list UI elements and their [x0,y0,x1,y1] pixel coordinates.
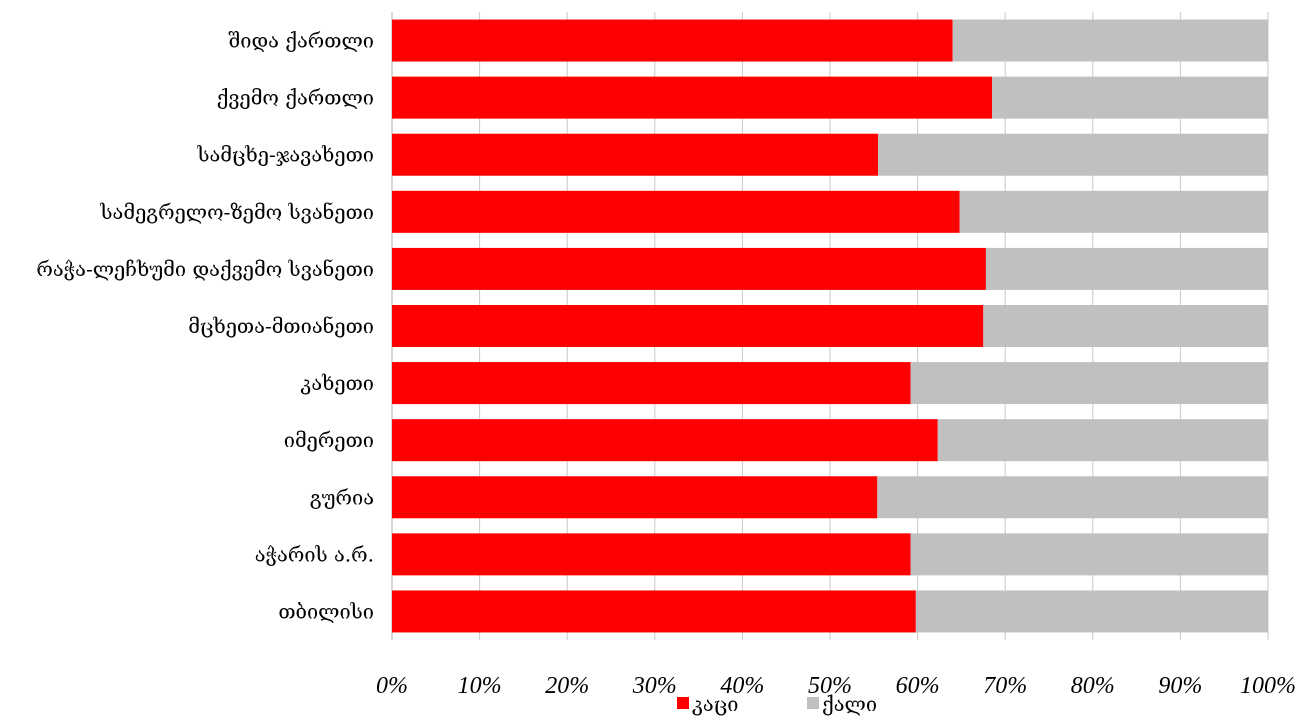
bar-segment [392,247,986,290]
x-tick-label: 20% [545,673,589,699]
bar-segment [392,533,911,576]
bar-segment [392,362,911,405]
bar-segment [878,133,1268,176]
bar-segment [392,190,960,233]
bar-segment [392,133,879,176]
category-labels: შიდა ქართლი ქვემო ქართლი სამცხე-ჯავახეთი სა… [36,29,374,624]
x-tick-labels: 0% 10% 20% 30% 40% 50% 60% 70% 80% 90% 100% [376,673,1296,699]
x-tick-label: 80% [1071,673,1115,699]
x-tick-label: 90% [1158,673,1202,699]
category-label: შიდა ქართლი [228,29,374,53]
legend-label: კაცი [692,692,738,716]
legend-label: ქალი [822,692,877,716]
legend: კაცი ქალი [677,692,877,716]
category-label: გურია [310,485,374,509]
x-tick-label: 100% [1240,673,1296,699]
category-label: იმერეთი [284,428,374,452]
x-tick-label: 0% [376,673,408,699]
bar-segment [910,533,1268,576]
x-tick-label: 10% [458,673,502,699]
category-label: ქვემო ქართლი [217,86,374,110]
legend-swatch [677,697,689,709]
bar-segment [392,76,993,119]
bars [392,19,1268,633]
bar-segment [392,590,916,633]
bar-segment [959,190,1268,233]
bar-segment [392,19,953,62]
category-label: სამეგრელო-ზემო სვანეთი [99,200,374,224]
x-tick-label: 70% [983,673,1027,699]
bar-segment [392,305,984,347]
category-label: სამცხე-ჯავახეთი [196,143,374,167]
bar-segment [910,362,1268,405]
bar-segment [915,590,1268,633]
category-label: რაჭა-ლეჩხუმი დაქვემო სვანეთი [36,257,374,281]
bar-segment [937,419,1268,462]
x-tick-label: 30% [632,673,677,699]
x-tick-label: 40% [720,673,764,699]
x-tick-label: 50% [808,673,852,699]
bar-segment [877,476,1268,519]
category-label: აჭარის ა.რ. [255,542,374,566]
category-label: მცხეთა-მთიანეთი [188,314,374,338]
x-tick-label: 60% [896,673,940,699]
category-label: კახეთი [300,371,374,395]
bar-segment [983,305,1268,347]
bar-segment [392,476,878,519]
bar-segment [392,419,938,462]
category-label: თბილისი [278,599,374,623]
bar-segment [985,247,1268,290]
bar-segment [952,19,1268,62]
legend-swatch [807,697,819,709]
bar-segment [992,76,1268,119]
